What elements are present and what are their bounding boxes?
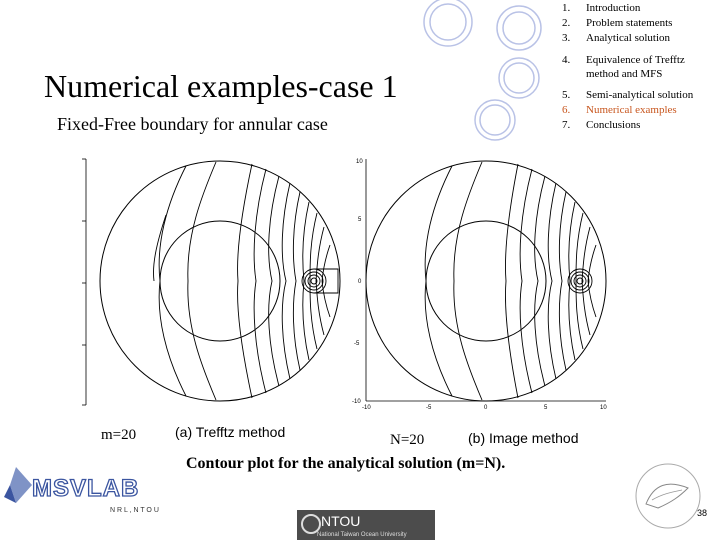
toc-item-number: 3. [562, 32, 571, 44]
slide-subtitle: Fixed-Free boundary for annular case [57, 114, 328, 134]
y-tick-label: 5 [358, 217, 362, 223]
msvlab-logo-subtext: N R L , N T O U [110, 507, 159, 514]
toc-item-number: 7. [562, 119, 571, 131]
x-tick-label: 5 [544, 405, 548, 411]
contour-lines [153, 161, 331, 401]
msvlab-logo-text: MSVLAB [32, 475, 139, 502]
x-tick-label: -10 [362, 405, 371, 411]
msvlab-logo-mark: MSVLAB N R L , N T O U [4, 467, 159, 514]
x-tick-label: 0 [484, 405, 488, 411]
slide-title: Numerical examples-case 1 [44, 68, 398, 105]
figure-caption: Contour plot for the analytical solution… [186, 455, 506, 472]
y-tick-label: -5 [354, 341, 360, 347]
toc-item-label: Numerical examples [586, 104, 677, 116]
y-tick-label: -10 [352, 399, 361, 405]
left-plot-label: (a) Trefftz method [175, 424, 286, 440]
toc-item-label: Conclusions [586, 119, 641, 131]
toc-item-label: Analytical solution [586, 32, 671, 44]
right-plot-label: (b) Image method [468, 430, 579, 446]
toc-item-label: Introduction [586, 2, 641, 14]
contour-plot-trefftz [82, 158, 341, 406]
ntou-logo-name: National Taiwan Ocean University [317, 532, 407, 538]
y-tick-label: 10 [356, 159, 363, 165]
left-plot-param: m=20 [101, 427, 137, 443]
x-tick-label: 10 [600, 405, 607, 411]
toc-item-label: method and MFS [586, 68, 663, 80]
contour-plot-image-method: 10 5 0 -5 -10 -10 -5 0 5 10 [352, 159, 607, 411]
seal-stamp [635, 463, 701, 529]
toc-item-number: 2. [562, 17, 571, 29]
toc-item-label: Problem statements [586, 17, 673, 29]
toc-item-number: 6. [562, 104, 571, 116]
toc-item-label: Semi-analytical solution [586, 89, 694, 101]
toc-item-number: 1. [562, 2, 571, 14]
decorative-circles [423, 0, 542, 141]
toc-item-label: Equivalence of Trefftz [586, 54, 685, 66]
ntou-logo-abbr: NTOU [321, 513, 360, 529]
toc-item-number: 4. [562, 54, 571, 66]
toc-item-number: 5. [562, 89, 571, 101]
page-number: 38 [697, 508, 708, 518]
right-plot-param: N=20 [390, 432, 425, 448]
x-tick-label: -5 [426, 405, 432, 411]
y-tick-label: 0 [358, 279, 362, 285]
msvlab-logo: MSVLAB N R L , N T O U [2, 465, 182, 515]
ntou-logo: NTOU National Taiwan Ocean University [297, 510, 435, 540]
